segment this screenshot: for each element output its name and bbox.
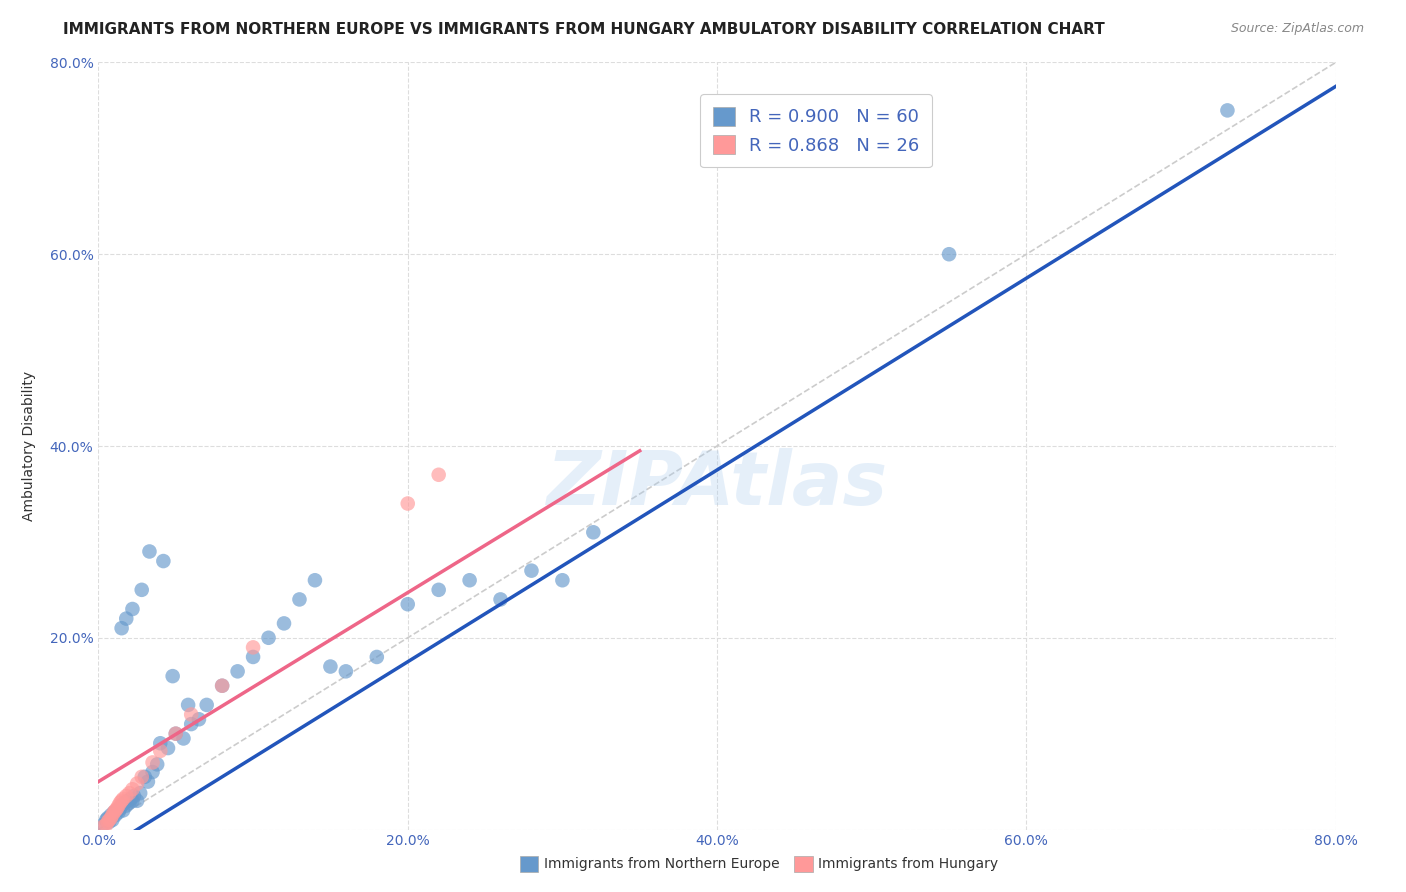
Point — [104, 808, 127, 822]
Point — [108, 796, 131, 810]
Point — [149, 736, 172, 750]
Point — [242, 649, 264, 664]
Point — [257, 631, 280, 645]
Point — [335, 665, 357, 679]
Point — [165, 726, 187, 740]
Point — [134, 770, 156, 784]
Legend: R = 0.900   N = 60, R = 0.868   N = 26: R = 0.900 N = 60, R = 0.868 N = 26 — [700, 95, 932, 168]
Point — [100, 811, 122, 825]
Point — [122, 789, 145, 803]
Text: Immigrants from Northern Europe: Immigrants from Northern Europe — [544, 857, 780, 871]
Point — [427, 582, 450, 597]
Point — [127, 776, 149, 790]
Point — [136, 774, 159, 789]
Point — [582, 525, 605, 540]
Point — [211, 679, 233, 693]
Point — [551, 574, 574, 588]
Point — [98, 813, 121, 827]
Point — [396, 597, 419, 611]
Point — [100, 808, 122, 822]
Point — [103, 805, 125, 820]
Point — [115, 612, 138, 626]
Point — [96, 813, 118, 827]
Point — [118, 796, 141, 810]
Point — [101, 808, 124, 822]
Point — [304, 574, 326, 588]
Point — [108, 801, 131, 815]
Point — [104, 804, 127, 818]
Point — [131, 770, 153, 784]
Point — [146, 757, 169, 772]
Point — [111, 798, 132, 813]
Point — [180, 707, 202, 722]
Point — [91, 820, 114, 834]
Point — [107, 805, 129, 820]
Point — [180, 717, 202, 731]
Point — [105, 801, 128, 815]
Point — [938, 247, 960, 261]
Point — [129, 786, 152, 800]
Point — [121, 782, 143, 797]
Point — [288, 592, 311, 607]
Point — [157, 741, 180, 756]
Point — [114, 796, 136, 810]
Point — [118, 786, 141, 800]
Point — [121, 602, 143, 616]
Point — [107, 798, 129, 813]
Point — [141, 756, 165, 770]
Point — [152, 554, 174, 568]
Point — [97, 811, 120, 825]
Point — [211, 679, 233, 693]
Point — [226, 665, 249, 679]
Point — [103, 805, 125, 820]
Point — [96, 818, 118, 832]
Point — [98, 814, 121, 829]
Point — [427, 467, 450, 482]
Point — [117, 794, 139, 808]
Text: ZIPAtlas: ZIPAtlas — [547, 448, 887, 521]
Point — [111, 621, 132, 635]
Point — [195, 698, 218, 712]
Point — [101, 813, 124, 827]
Point — [458, 574, 481, 588]
Point — [520, 564, 543, 578]
Point — [489, 592, 512, 607]
Point — [112, 804, 135, 818]
Point — [111, 794, 132, 808]
Point — [319, 659, 342, 673]
Point — [162, 669, 184, 683]
Point — [242, 640, 264, 655]
Point — [165, 726, 187, 740]
Point — [115, 789, 138, 803]
Point — [141, 765, 165, 780]
Point — [131, 582, 153, 597]
Point — [172, 731, 194, 746]
Point — [120, 792, 142, 806]
Point — [127, 794, 149, 808]
Y-axis label: Ambulatory Disability: Ambulatory Disability — [22, 371, 35, 521]
Point — [396, 496, 419, 510]
Text: Immigrants from Hungary: Immigrants from Hungary — [818, 857, 998, 871]
Point — [177, 698, 200, 712]
Point — [188, 712, 211, 726]
Text: IMMIGRANTS FROM NORTHERN EUROPE VS IMMIGRANTS FROM HUNGARY AMBULATORY DISABILITY: IMMIGRANTS FROM NORTHERN EUROPE VS IMMIG… — [63, 22, 1105, 37]
Point — [121, 794, 143, 808]
Point — [91, 818, 114, 832]
Text: Source: ZipAtlas.com: Source: ZipAtlas.com — [1230, 22, 1364, 36]
Point — [97, 814, 120, 829]
Point — [112, 792, 135, 806]
Point — [105, 804, 128, 818]
Point — [366, 649, 388, 664]
Point — [1216, 103, 1239, 118]
Point — [273, 616, 295, 631]
Point — [138, 544, 160, 558]
Point — [149, 744, 172, 758]
Point — [115, 798, 138, 813]
